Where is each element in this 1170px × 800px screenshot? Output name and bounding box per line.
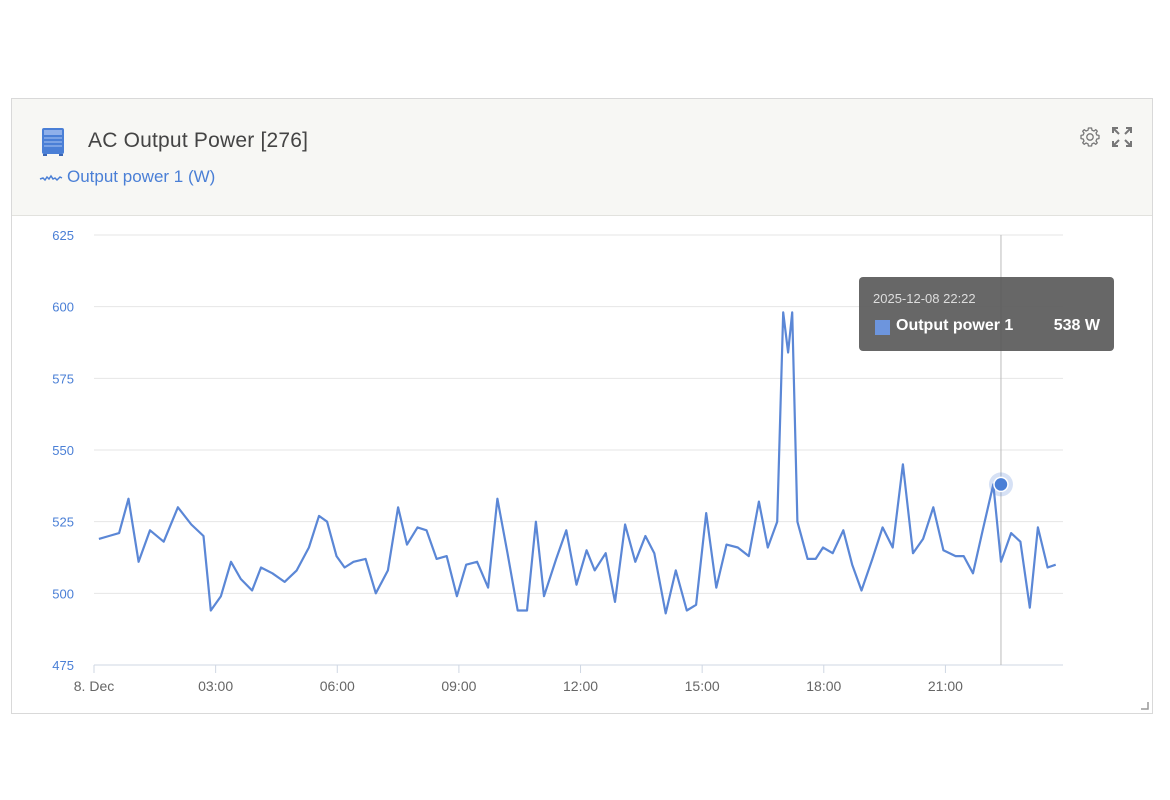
chart-tooltip: 2025-12-08 22:22 Output power 1 538 W (859, 277, 1114, 351)
expand-icon[interactable] (1110, 125, 1134, 149)
x-tick-label: 12:00 (563, 678, 598, 694)
line-series-icon (39, 174, 63, 182)
title-row: AC Output Power [276] (41, 125, 308, 157)
x-tick-label: 15:00 (685, 678, 720, 694)
series-line-output-power-1 (98, 311, 1057, 615)
tooltip-series-name: Output power 1 (896, 317, 1014, 334)
y-tick-label: 525 (52, 515, 74, 530)
x-tick-label: 21:00 (928, 678, 963, 694)
tooltip-time: 2025-12-08 22:22 (873, 291, 976, 306)
inverter-device-icon (42, 128, 64, 156)
tooltip-value: 538 W (1053, 317, 1100, 334)
y-tick-label: 475 (52, 658, 74, 673)
x-tick-label: 18:00 (806, 678, 841, 694)
header-actions (1078, 125, 1134, 149)
y-tick-label: 575 (52, 371, 74, 386)
tooltip-series-swatch (875, 320, 890, 335)
widget-header: AC Output Power [276] Output power 1 (W) (12, 99, 1152, 216)
y-tick-label: 550 (52, 443, 74, 458)
y-tick-label: 625 (52, 228, 74, 243)
legend-item-output-power-1[interactable]: Output power 1 (W) (39, 167, 215, 187)
x-tick-label: 03:00 (198, 678, 233, 694)
legend-label: Output power 1 (W) (67, 167, 216, 186)
y-tick-label: 500 (52, 586, 74, 601)
resize-handle-icon[interactable] (1141, 702, 1149, 710)
x-tick-label: 06:00 (320, 678, 355, 694)
ac-output-power-widget: AC Output Power [276] Output power 1 (W) (11, 98, 1153, 714)
gear-icon[interactable] (1078, 125, 1102, 149)
widget-title: AC Output Power [276] (88, 129, 309, 152)
x-tick-label: 09:00 (441, 678, 476, 694)
y-tick-label: 600 (52, 300, 74, 315)
x-tick-label: 8. Dec (74, 678, 114, 694)
highlight-point (993, 476, 1009, 493)
